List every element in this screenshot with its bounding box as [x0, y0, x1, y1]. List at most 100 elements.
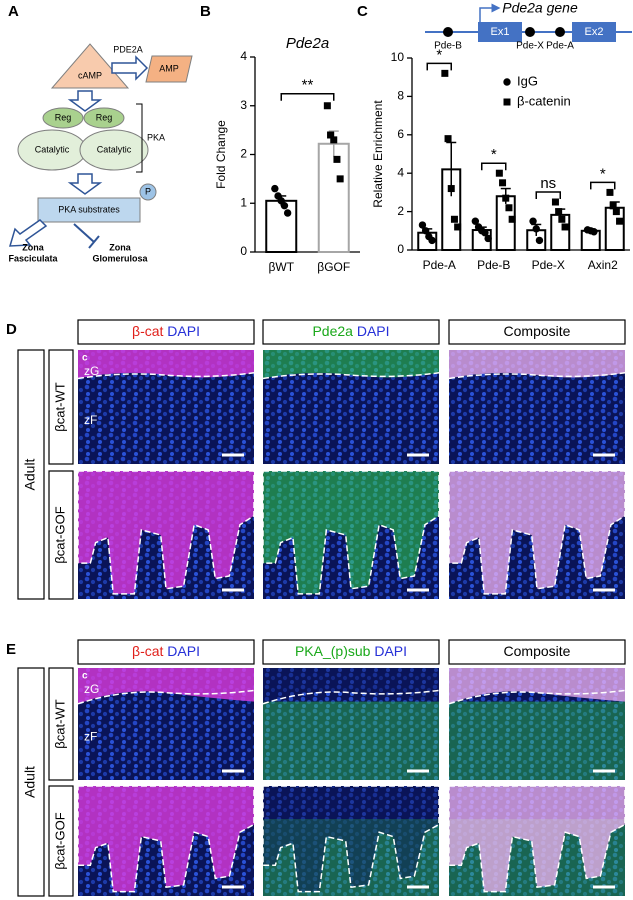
pka-signal	[263, 819, 439, 896]
row-label: βcat-GOF	[52, 812, 67, 869]
signal-region	[78, 471, 254, 594]
signal-region	[449, 786, 625, 892]
data-point	[495, 169, 503, 177]
signal-region	[263, 668, 439, 704]
y-tick-label: 2	[240, 147, 247, 161]
header-word: DAPI	[167, 323, 200, 339]
data-point	[327, 131, 335, 139]
zona-glomerulosa: Glomerulosa	[92, 253, 148, 263]
group-label: Adult	[22, 766, 38, 798]
data-point	[428, 236, 436, 245]
y-tick-label: 4	[397, 165, 404, 179]
x-tick-label: βWT	[268, 260, 294, 274]
header-word: Composite	[504, 323, 571, 339]
significance-bracket	[590, 181, 616, 190]
header-word: Pde2a	[312, 323, 353, 339]
data-point	[555, 208, 563, 216]
column-header: Composite	[504, 323, 571, 339]
signal-region	[449, 471, 625, 594]
data-point	[441, 69, 449, 77]
column-header: Composite	[504, 643, 571, 659]
column-header: β-cat DAPI	[132, 323, 200, 339]
signal-region	[263, 350, 439, 379]
reg: Reg	[55, 112, 72, 122]
panel-label: E	[6, 641, 16, 658]
y-tick-label: 10	[391, 50, 405, 64]
zone-boundary	[449, 690, 625, 703]
gene-title: Pde2a gene	[502, 0, 578, 16]
zone-boundary	[449, 786, 625, 892]
data-point	[471, 217, 480, 225]
row-label-box	[48, 349, 74, 465]
signal-region	[78, 668, 254, 704]
exon-label: Ex1	[491, 26, 510, 38]
x-tick-label: Pde-X	[532, 258, 565, 272]
data-point	[444, 135, 452, 143]
x-tick-label: βGOF	[317, 260, 350, 274]
legend-marker	[503, 98, 511, 106]
x-tick-label: Axin2	[588, 258, 618, 272]
zone-boundary	[263, 690, 439, 703]
zone-label: zG	[84, 682, 99, 696]
data-point	[447, 185, 455, 193]
tss-arrow	[479, 3, 501, 22]
header-word: β-cat	[132, 643, 164, 659]
data-point	[616, 217, 624, 225]
catalytic: Catalytic	[35, 144, 70, 154]
data-point	[590, 228, 598, 236]
amp: AMP	[159, 63, 179, 73]
row-label-box	[48, 470, 74, 600]
column-header-box	[262, 319, 440, 345]
arrow	[67, 173, 103, 195]
arrow	[111, 55, 149, 81]
data-point	[561, 223, 569, 231]
group-box	[17, 349, 45, 600]
data-point	[336, 175, 344, 183]
arrow	[8, 219, 48, 247]
data-point	[450, 215, 458, 223]
panel-label: B	[200, 3, 211, 20]
data-point	[606, 188, 614, 196]
data-point	[609, 202, 617, 210]
data-point	[418, 221, 427, 229]
column-header-box	[77, 639, 255, 665]
pka-signal	[449, 701, 625, 780]
zona-fasciculata: Zona	[22, 242, 44, 252]
exon-label: Ex2	[585, 26, 604, 38]
signal-region	[449, 668, 625, 704]
data-point	[499, 179, 507, 187]
y-tick-label: 3	[240, 98, 247, 112]
data-point	[271, 184, 279, 193]
zone-label: zG	[84, 364, 99, 378]
y-tick-label: 1	[240, 195, 247, 209]
signal-region	[78, 350, 254, 379]
reg-shape	[42, 107, 84, 129]
amp-shape	[145, 55, 193, 83]
column-header: PKA_(p)sub DAPI	[295, 643, 407, 659]
significance: *	[436, 46, 442, 63]
site	[555, 27, 565, 37]
header-word: DAPI	[357, 323, 390, 339]
reg-shape	[83, 107, 125, 129]
y-tick-label: 6	[397, 127, 404, 141]
data-point	[454, 223, 462, 231]
data-point	[330, 136, 338, 144]
row-label: βcat-GOF	[52, 506, 67, 563]
header-word: Composite	[504, 643, 571, 659]
pathway-diagram: A cAMP PDE2A AMP Reg Reg Catalytic Catal…	[8, 3, 193, 263]
y-axis-label: Fold Change	[214, 120, 228, 189]
row-label-box	[48, 785, 74, 897]
pka-signal	[263, 701, 439, 780]
panel-label: A	[8, 3, 19, 20]
exon	[572, 22, 616, 42]
pde2a: PDE2A	[113, 44, 143, 54]
zone-label: c	[82, 671, 88, 682]
site	[525, 27, 535, 37]
data-point	[505, 204, 513, 212]
legend-label: β-catenin	[517, 93, 571, 108]
zona-glomerulosa: Zona	[109, 242, 131, 252]
catalytic: Catalytic	[97, 144, 132, 154]
data-point	[612, 208, 620, 216]
camp-shape	[50, 43, 130, 89]
legend-label: IgG	[517, 73, 538, 88]
